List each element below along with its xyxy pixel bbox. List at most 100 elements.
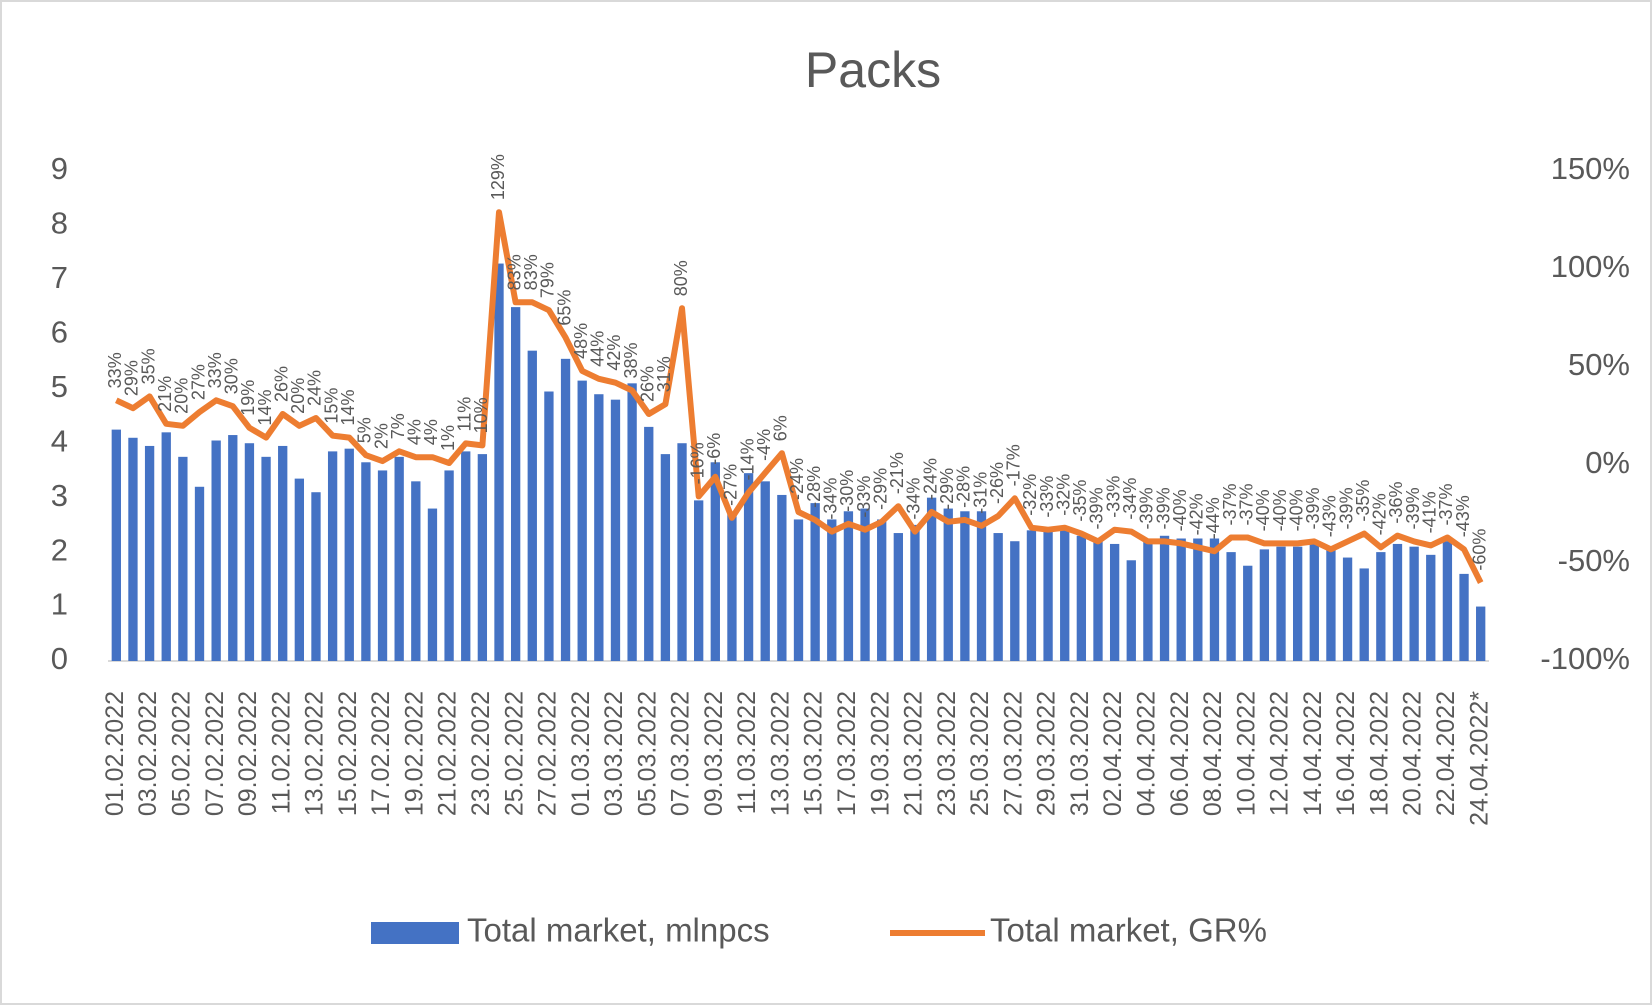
data-label: 5% [355,417,375,443]
data-label: -32% [1020,474,1040,516]
bar [344,448,354,661]
data-label: -29% [870,468,890,510]
bar [727,514,737,661]
bar [677,443,687,661]
data-label: 30% [222,358,242,394]
bar [560,358,571,661]
data-label: 20% [172,378,192,414]
x-tick-label: 09.03.2022 [700,691,728,816]
data-label: 10% [471,397,491,433]
data-label: 38% [621,342,641,378]
bar [1459,573,1469,661]
bar [976,511,987,661]
bar [843,511,854,661]
bar [1342,557,1353,661]
y-tick-label: 4 [51,423,68,458]
bar [361,462,371,661]
y-tick-label: 0 [51,641,68,676]
bar [111,429,121,661]
bar [1442,541,1453,661]
x-tick-label: 03.02.2022 [134,691,162,816]
bar [1159,535,1170,661]
x-tick-label: 11.02.2022 [267,691,295,814]
y2-tick-label: 150% [1551,151,1630,186]
bar [144,445,155,661]
data-label: 20% [288,378,308,414]
bar [211,440,221,661]
bar [510,307,521,661]
x-tick-label: 09.02.2022 [234,691,262,816]
bar [694,500,704,661]
x-tick-label: 25.02.2022 [500,691,528,816]
legend-label: Total market, mlnpcs [467,912,770,949]
data-label: -4% [754,429,774,461]
data-label: -29% [937,468,957,510]
bar [178,456,188,661]
x-tick-label: 19.02.2022 [400,691,428,816]
data-label: -37% [1220,483,1240,525]
bar [1226,552,1236,661]
line [115,209,1484,584]
bar [1126,560,1136,661]
data-label: -39% [1137,487,1157,529]
data-label: 48% [571,323,591,359]
data-label: 11% [454,397,474,432]
data-label: -34% [821,478,841,520]
x-tick-label: 22.04.2022 [1432,691,1460,816]
data-label: -28% [954,466,974,508]
y2-tick-label: -100% [1540,641,1630,676]
bar [777,494,787,661]
data-label: 4% [421,419,441,445]
data-label: 42% [604,335,624,371]
data-label: -33% [1103,476,1123,518]
x-tick-label: 08.04.2022 [1199,691,1227,816]
bar [860,508,870,661]
x-tick-label: 23.03.2022 [933,691,961,816]
data-label: -40% [1253,489,1273,531]
bar [577,380,587,661]
y-tick-label: 3 [51,478,68,513]
bar [943,508,953,661]
data-label: 33% [105,352,125,388]
data-label: -17% [1004,444,1024,486]
bar [827,519,837,661]
x-tick-label: 29.03.2022 [1033,691,1061,816]
data-label: -43% [1320,495,1340,537]
x-tick-label: 15.02.2022 [334,691,362,816]
x-tick-label: 12.04.2022 [1266,691,1294,816]
data-label: -34% [1120,478,1140,520]
data-label: 14% [255,390,275,426]
x-tick-label: 13.02.2022 [301,691,329,816]
data-label: -42% [1187,493,1207,535]
bar [644,426,654,661]
x-tick-label: 23.02.2022 [467,691,495,816]
x-tick-label: 16.04.2022 [1332,691,1360,816]
x-tick-label: 17.02.2022 [367,691,395,816]
data-label: -34% [904,478,924,520]
bar [760,481,770,661]
x-tick-label: 25.03.2022 [966,691,994,816]
bar [1309,543,1319,661]
data-label: 35% [138,348,158,384]
bar [1476,606,1486,661]
data-label: -33% [854,476,874,518]
bar [1409,546,1419,661]
y2-tick-label: 0% [1585,445,1630,480]
bar [793,519,804,661]
x-tick-label: 21.02.2022 [434,691,462,816]
data-label: 80% [671,260,691,296]
data-label: -44% [1203,497,1223,539]
data-label: 6% [771,415,791,441]
data-label: -41% [1420,491,1440,533]
bar [244,443,255,661]
x-tick-label: 01.03.2022 [567,691,595,816]
data-label: -27% [721,464,741,506]
x-tick-label: 05.03.2022 [633,691,661,816]
bar [1060,530,1070,661]
bar [926,497,937,661]
data-label: 4% [405,419,425,445]
data-label: -6% [704,433,724,465]
bar [710,462,720,661]
bar [477,454,488,661]
data-label: -35% [1070,480,1090,522]
